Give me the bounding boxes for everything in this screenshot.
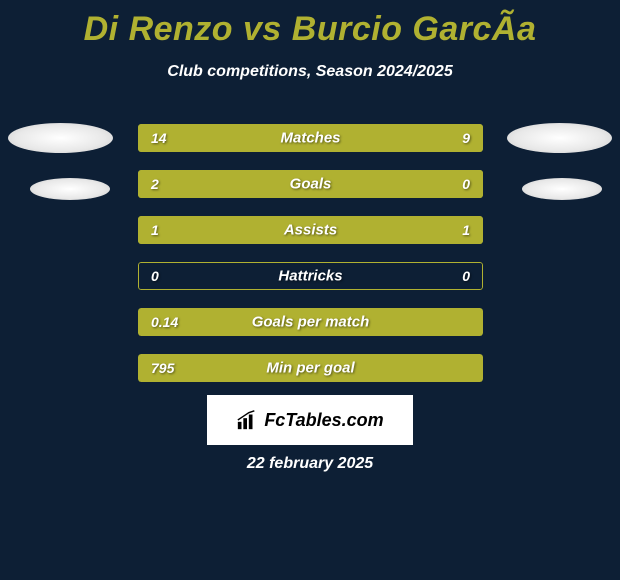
stat-value-left: 795 xyxy=(151,360,174,376)
page-title: Di Renzo vs Burcio GarcÃa xyxy=(0,0,620,49)
stat-row-hattricks: 0 Hattricks 0 xyxy=(138,262,483,290)
stat-value-right: 0 xyxy=(462,176,470,192)
stat-value-left: 0 xyxy=(151,268,159,284)
stat-label: Assists xyxy=(284,222,337,239)
subtitle: Club competitions, Season 2024/2025 xyxy=(0,63,620,81)
stat-row-goals-per-match: 0.14 Goals per match xyxy=(138,308,483,336)
stat-row-assists: 1 Assists 1 xyxy=(138,216,483,244)
logo-box: FcTables.com xyxy=(207,395,413,445)
stat-value-right: 1 xyxy=(462,222,470,238)
stat-label: Matches xyxy=(280,130,340,147)
stat-value-left: 14 xyxy=(151,130,167,146)
stat-row-min-per-goal: 795 Min per goal xyxy=(138,354,483,382)
stat-value-right: 0 xyxy=(462,268,470,284)
date-text: 22 february 2025 xyxy=(247,455,373,473)
logo-text: FcTables.com xyxy=(264,410,383,431)
stats-container: 14 Matches 9 2 Goals 0 1 Assists 1 0 Hat… xyxy=(138,124,483,400)
player-avatar-left xyxy=(8,123,113,153)
stat-label: Min per goal xyxy=(266,360,354,377)
player-shadow-left xyxy=(30,178,110,200)
stat-value-right: 9 xyxy=(462,130,470,146)
stat-label: Goals per match xyxy=(252,314,370,331)
stat-row-goals: 2 Goals 0 xyxy=(138,170,483,198)
chart-icon xyxy=(236,409,258,431)
player-shadow-right xyxy=(522,178,602,200)
stat-label: Goals xyxy=(290,176,332,193)
stat-value-left: 1 xyxy=(151,222,159,238)
stat-label: Hattricks xyxy=(278,268,342,285)
stat-row-matches: 14 Matches 9 xyxy=(138,124,483,152)
player-avatar-right xyxy=(507,123,612,153)
stat-value-left: 0.14 xyxy=(151,314,178,330)
stat-value-left: 2 xyxy=(151,176,159,192)
